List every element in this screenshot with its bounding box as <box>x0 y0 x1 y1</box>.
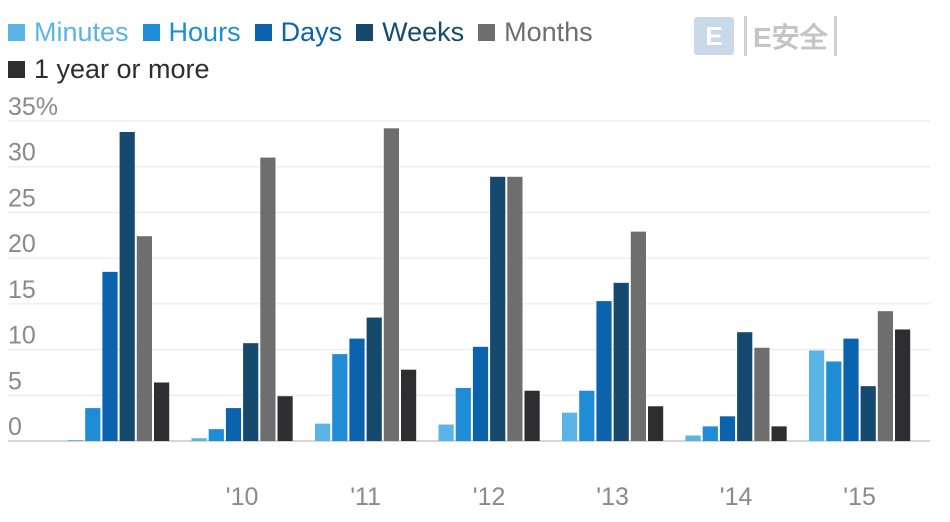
bar-months-4 <box>630 231 646 441</box>
bar-days-3 <box>472 346 489 441</box>
bar-minutes-3 <box>438 424 454 441</box>
bar-1-year-or-more-0 <box>154 382 170 441</box>
bar-weeks-4 <box>613 282 629 441</box>
legend-swatch <box>8 24 25 41</box>
bar-hours-6 <box>826 361 842 441</box>
y-tick-label: 10 <box>8 322 36 350</box>
x-tick-label: '11 <box>350 483 381 511</box>
bar-1-year-or-more-5 <box>771 426 787 441</box>
bar-minutes-6 <box>809 350 825 441</box>
bar-1-year-or-more-1 <box>277 396 293 441</box>
bar-hours-4 <box>579 390 595 441</box>
y-tick-label: 25 <box>8 184 36 212</box>
bars <box>68 128 911 442</box>
bar-days-6 <box>843 338 859 441</box>
legend-item: Minutes <box>8 18 129 47</box>
bar-minutes-1 <box>191 438 207 441</box>
bar-hours-2 <box>332 354 348 441</box>
legend-swatch <box>478 24 496 41</box>
bar-weeks-0 <box>119 131 135 441</box>
bar-minutes-0 <box>68 440 84 441</box>
bar-months-3 <box>507 176 523 441</box>
y-tick-label: 5 <box>8 367 22 395</box>
legend-item: Hours <box>142 17 241 47</box>
bar-days-2 <box>349 338 365 441</box>
watermark-badge: E <box>694 17 734 55</box>
legend-label: 1 year or more <box>34 54 210 84</box>
y-tick-label: 0 <box>8 413 22 441</box>
bar-minutes-4 <box>562 412 578 441</box>
bar-weeks-5 <box>737 332 753 441</box>
legend: Minutes Hours Days Weeks Months 1 year or mor… <box>8 18 708 84</box>
bar-weeks-2 <box>366 317 382 441</box>
bar-hours-0 <box>85 408 101 441</box>
legend-item: Months <box>478 18 593 47</box>
watermark-text: E安全 <box>744 16 837 56</box>
bar-months-2 <box>383 128 399 442</box>
bar-hours-5 <box>702 426 718 441</box>
y-axis-ticks: 0 5 10 15 20 25 30 35% <box>8 93 58 441</box>
bar-1-year-or-more-4 <box>648 406 664 441</box>
bar-1-year-or-more-3 <box>524 390 540 441</box>
x-axis-ticks: '10 '11 '12 '13 '14 '15 <box>226 483 876 511</box>
legend-item: Weeks <box>356 18 464 47</box>
y-tick-label: 30 <box>8 139 36 167</box>
bar-minutes-2 <box>315 423 331 441</box>
bar-weeks-3 <box>490 176 506 441</box>
x-tick-label: '10 <box>226 483 259 511</box>
bar-days-0 <box>102 271 118 441</box>
legend-label: Weeks <box>382 17 465 47</box>
legend-item: 1 year or more <box>8 55 708 84</box>
legend-label: Minutes <box>34 17 129 47</box>
bar-days-1 <box>225 408 242 441</box>
bar-1-year-or-more-6 <box>895 329 911 441</box>
bar-days-4 <box>596 301 612 441</box>
y-tick-label: 20 <box>8 230 36 258</box>
bar-1-year-or-more-2 <box>401 369 417 441</box>
legend-label: Hours <box>168 17 241 47</box>
bar-days-5 <box>719 416 736 441</box>
y-tick-label: 15 <box>8 276 36 304</box>
legend-swatch <box>254 24 272 41</box>
y-tick-label: 35% <box>8 93 58 121</box>
legend-swatch <box>356 24 374 41</box>
bar-months-1 <box>260 157 276 442</box>
bar-months-0 <box>136 236 152 441</box>
legend-label: Months <box>504 17 593 47</box>
bar-months-5 <box>754 347 770 441</box>
bar-weeks-1 <box>243 343 259 441</box>
x-tick-label: '15 <box>843 483 876 511</box>
x-tick-label: '14 <box>720 483 753 511</box>
x-tick-label: '12 <box>473 483 506 511</box>
legend-label: Days <box>280 17 343 47</box>
bar-hours-3 <box>455 387 471 441</box>
bar-hours-1 <box>208 429 224 441</box>
legend-swatch <box>8 61 25 78</box>
bar-weeks-6 <box>860 386 876 441</box>
x-tick-label: '13 <box>596 483 629 511</box>
bar-months-6 <box>877 311 893 441</box>
bar-minutes-5 <box>685 435 701 441</box>
legend-swatch <box>142 24 160 41</box>
watermark-logo: E E安全 <box>694 14 869 58</box>
legend-item: Days <box>254 17 343 47</box>
